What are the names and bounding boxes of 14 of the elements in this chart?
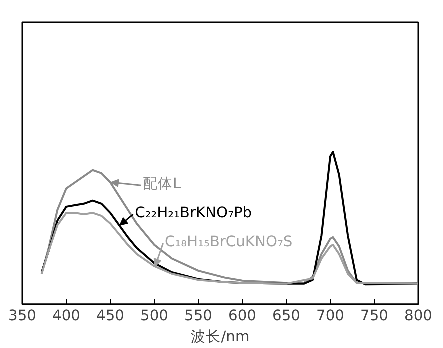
- legend-label: 配体L: [143, 176, 182, 193]
- x-tick-label: 600: [228, 308, 256, 324]
- x-tick-label: 800: [404, 308, 432, 324]
- x-tick-label: 450: [96, 308, 124, 324]
- x-tick-label: 350: [8, 308, 36, 324]
- legend-label: C₂₂H₂₁BrKNO₇Pb: [135, 204, 252, 222]
- x-axis-title: 波长/nm: [191, 328, 250, 346]
- x-tick-label: 750: [360, 308, 388, 324]
- x-tick-label: 700: [316, 308, 344, 324]
- x-tick-label: 500: [140, 308, 168, 324]
- x-tick-label: 550: [184, 308, 212, 324]
- x-tick-label: 400: [52, 308, 80, 324]
- series-label: C₁₈H₁₅BrCuKNO₇S: [165, 234, 293, 251]
- x-tick-label: 650: [272, 308, 300, 324]
